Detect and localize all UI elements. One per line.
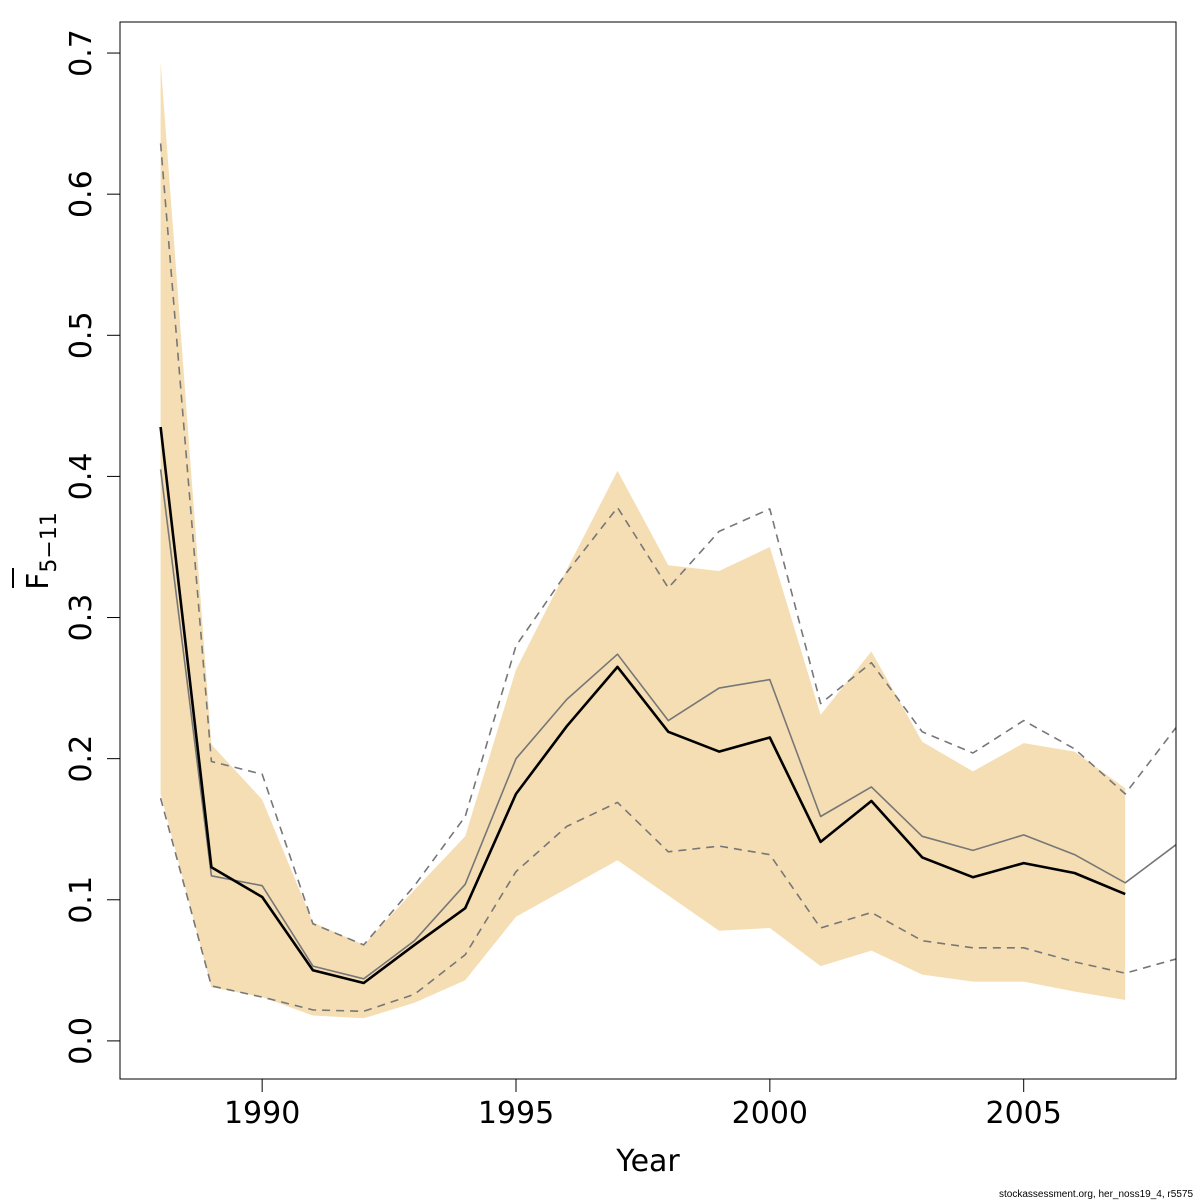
y-axis: 0.0 0.1 0.2 0.3 0.4 0.5 0.6 0.7	[64, 29, 120, 1065]
y-tick-label-0.7: 0.7	[64, 29, 99, 77]
credit-text: stockassessment.org, her_noss19_4, r5575	[999, 1189, 1193, 1200]
x-tick-label-1990: 1990	[224, 1096, 300, 1131]
x-axis-title: Year	[615, 1144, 680, 1179]
x-axis: 1990 1995 2000 2005	[224, 1079, 1062, 1131]
y-tick-label-0.6: 0.6	[64, 170, 99, 218]
y-axis-title-main: F	[21, 573, 56, 590]
y-tick-label-0.3: 0.3	[64, 594, 99, 642]
series-line-comparison-upper	[159, 143, 1176, 946]
series-line-comparison-lower	[159, 797, 1176, 1013]
x-tick-label-2005: 2005	[986, 1096, 1062, 1131]
y-tick-label-0.2: 0.2	[64, 735, 99, 783]
y-axis-title-subscript: 5−11	[37, 512, 62, 572]
series-line-comparison-estimate	[159, 469, 1176, 980]
confidence-band-layer	[160, 61, 1126, 1019]
y-tick-label-0.1: 0.1	[64, 876, 99, 924]
svg-text:F5−11: F5−11	[21, 512, 62, 590]
series-layer	[159, 143, 1176, 1013]
y-axis-title: F5−11	[21, 512, 62, 590]
y-tick-label-0.4: 0.4	[64, 453, 99, 501]
y-tick-label-0.5: 0.5	[64, 311, 99, 359]
x-tick-label-2000: 2000	[732, 1096, 808, 1131]
y-tick-label-0.0: 0.0	[64, 1017, 99, 1065]
series-line-estimate	[159, 426, 1126, 985]
confidence-band	[160, 61, 1126, 1019]
x-tick-label-1995: 1995	[478, 1096, 554, 1131]
plot-frame	[119, 21, 1177, 1080]
